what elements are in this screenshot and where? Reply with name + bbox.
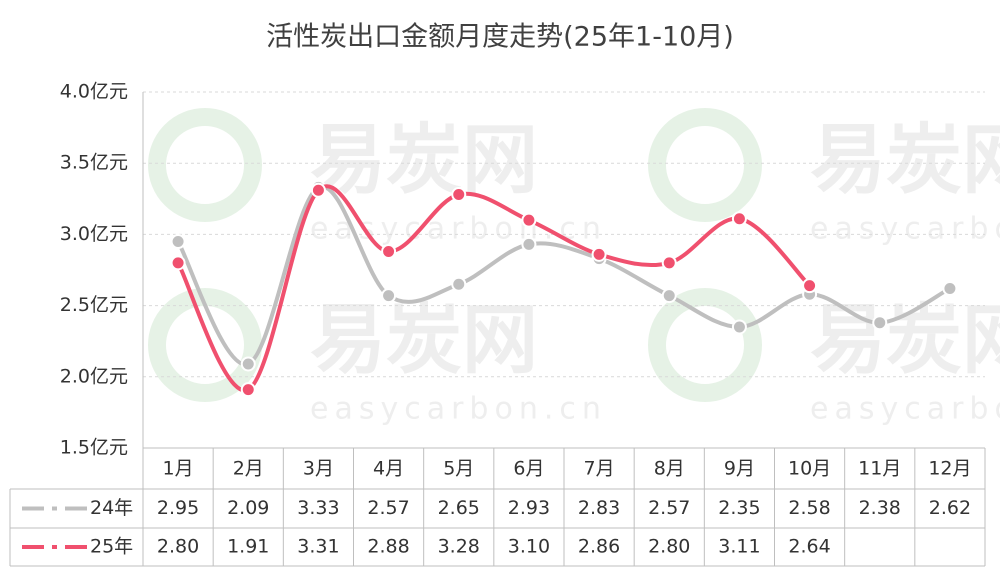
x-tick-label: 4月	[373, 458, 404, 480]
y-tick-label: 1.5亿元	[60, 437, 128, 459]
data-point	[731, 211, 747, 227]
data-point	[310, 182, 326, 198]
data-point	[661, 255, 677, 271]
table-value: 2.65	[438, 497, 480, 519]
watermark-text: 易炭网	[310, 115, 538, 204]
table-value: 2.95	[157, 497, 199, 519]
table-value: 1.91	[227, 536, 269, 558]
table-value: 3.11	[718, 536, 760, 558]
data-point	[170, 255, 186, 271]
watermark-logo	[648, 108, 762, 222]
table-value: 2.83	[578, 497, 620, 519]
data-point	[591, 246, 607, 262]
x-tick-label: 1月	[163, 458, 194, 480]
data-point	[521, 212, 537, 228]
x-tick-label: 11月	[858, 458, 901, 480]
chart-title: 活性炭出口金额月度走势(25年1-10月)	[266, 22, 734, 53]
x-tick-label: 8月	[654, 458, 685, 480]
data-point	[240, 356, 256, 372]
watermark-logo	[148, 108, 262, 222]
data-point	[240, 382, 256, 398]
table-value: 2.86	[578, 536, 620, 558]
y-tick-label: 2.0亿元	[60, 365, 128, 387]
x-tick-label: 6月	[513, 458, 544, 480]
table-value: 2.57	[648, 497, 690, 519]
watermark-logo	[148, 288, 262, 402]
x-tick-label: 12月	[928, 458, 971, 480]
table-value: 2.80	[648, 536, 690, 558]
table-value: 3.10	[508, 536, 550, 558]
table-value: 2.09	[227, 497, 269, 519]
data-point	[661, 288, 677, 304]
watermark-text: 易炭网	[810, 295, 1000, 384]
x-tick-label: 10月	[788, 458, 831, 480]
y-tick-label: 3.5亿元	[60, 152, 128, 174]
table-value: 2.62	[929, 497, 971, 519]
watermark-text: easycarbon.cn	[810, 212, 1000, 247]
watermark-text: 易炭网	[810, 115, 1000, 204]
table-value: 3.31	[297, 536, 339, 558]
table-value: 2.38	[859, 497, 901, 519]
table-value: 2.80	[157, 536, 199, 558]
table-value: 2.57	[367, 497, 409, 519]
data-point	[521, 236, 537, 252]
data-point	[451, 276, 467, 292]
data-point	[381, 288, 397, 304]
data-point	[731, 319, 747, 335]
x-tick-label: 9月	[724, 458, 755, 480]
y-tick-label: 4.0亿元	[60, 81, 128, 103]
y-tick-label: 2.5亿元	[60, 294, 128, 316]
data-point	[942, 281, 958, 297]
x-tick-label: 2月	[233, 458, 264, 480]
x-tick-label: 3月	[303, 458, 334, 480]
table-value: 2.35	[718, 497, 760, 519]
y-tick-label: 3.0亿元	[60, 223, 128, 245]
table-value: 2.93	[508, 497, 550, 519]
x-tick-label: 7月	[584, 458, 615, 480]
table-value: 2.58	[788, 497, 830, 519]
watermark-text: easycarbon.cn	[310, 392, 607, 427]
data-point	[872, 315, 888, 331]
table-value: 2.88	[367, 536, 409, 558]
watermark-text: 易炭网	[310, 295, 538, 384]
legend-label: 25年	[90, 536, 133, 558]
data-point	[451, 187, 467, 203]
data-point	[381, 243, 397, 259]
data-point	[802, 278, 818, 294]
watermark-logo	[648, 288, 762, 402]
legend-label: 24年	[90, 497, 133, 519]
watermark-text: easycarbon.cn	[810, 392, 1000, 427]
data-point	[170, 234, 186, 250]
table-value: 2.64	[788, 536, 830, 558]
table-value: 3.28	[438, 536, 480, 558]
x-tick-label: 5月	[443, 458, 474, 480]
table-value: 3.33	[297, 497, 339, 519]
